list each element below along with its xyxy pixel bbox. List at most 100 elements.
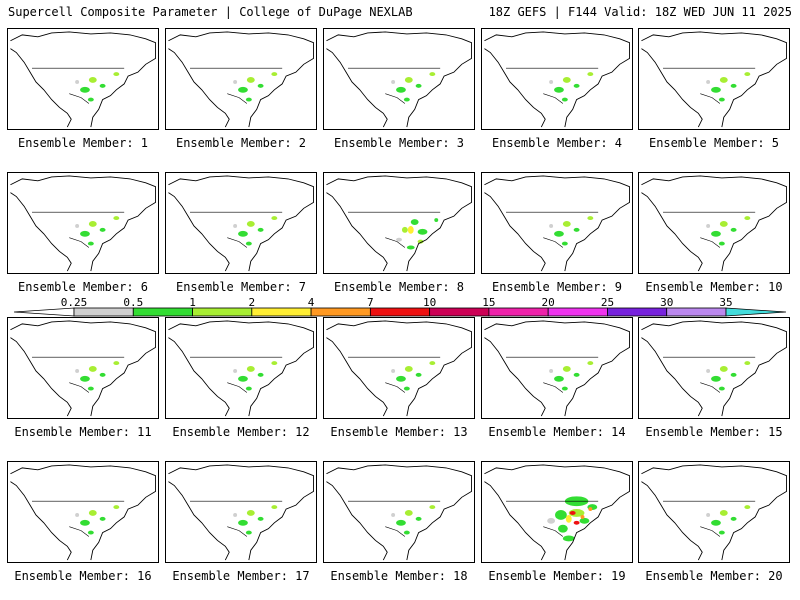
north-america-map: [168, 320, 314, 417]
scp-contour-shading: [80, 519, 90, 526]
scp-contour-shading: [415, 516, 422, 521]
scp-contour-shading: [238, 519, 248, 526]
scp-contour-shading: [404, 77, 413, 83]
scp-contour-shading: [257, 83, 264, 88]
ensemble-map-panel: [323, 461, 475, 563]
scp-contour-shading: [75, 223, 80, 228]
scp-contour-shading: [549, 368, 554, 373]
ensemble-member-label: Ensemble Member: 15: [645, 425, 783, 439]
scp-contour-shading: [569, 511, 576, 515]
colorbar-tick-label: 0.5: [123, 296, 143, 309]
scp-contour-shading: [80, 230, 90, 237]
scp-contour-shading: [238, 230, 248, 237]
scp-contour-shading: [246, 77, 255, 83]
scp-contour-shading: [562, 77, 571, 83]
scp-contour-shading: [587, 72, 594, 77]
ensemble-member-label: Ensemble Member: 13: [330, 425, 468, 439]
scp-contour-shading: [403, 530, 410, 535]
scp-contour-shading: [711, 230, 721, 237]
north-america-map: [326, 175, 472, 272]
coastline: [168, 31, 314, 128]
scp-contour-shading: [246, 510, 255, 516]
coastline: [10, 175, 156, 272]
ensemble-map-panel: [323, 28, 475, 130]
scp-contour-shading: [87, 241, 94, 246]
scp-contour-shading: [706, 223, 711, 228]
coastline: [641, 320, 787, 417]
scp-contour-shading: [573, 83, 580, 88]
colorbar-segment: [369, 307, 431, 317]
header-valid-time: 18Z GEFS | F144 Valid: 18Z WED JUN 11 20…: [488, 5, 792, 19]
scp-contour-shading: [744, 72, 751, 77]
ensemble-member-label: Ensemble Member: 6: [17, 280, 149, 294]
ensemble-map-panel: [481, 28, 633, 130]
scp-contour-shading: [245, 386, 252, 391]
colorbar-segment: [488, 307, 549, 317]
scp-contour-shading: [554, 86, 564, 93]
ensemble-map-panel: [323, 172, 475, 274]
north-america-map: [168, 175, 314, 272]
coastline: [168, 464, 314, 561]
ensemble-map-panel: [638, 28, 790, 130]
country-border: [32, 67, 125, 104]
colorbar-segment: [132, 307, 193, 317]
coastline: [484, 464, 630, 561]
ensemble-map-panel: [165, 461, 317, 563]
north-america-map: [10, 320, 156, 417]
scp-contour-shading: [396, 519, 406, 526]
scp-contour-shading: [561, 241, 568, 246]
north-america-map: [326, 464, 472, 561]
scp-contour-shading: [396, 86, 406, 93]
scp-contour-shading: [588, 507, 593, 512]
ensemble-map-panel: [7, 172, 159, 274]
scp-contour-shading: [429, 505, 436, 510]
scp-contour-shading: [87, 386, 94, 391]
scp-contour-shading: [75, 368, 80, 373]
colorbar-tick-label: 15: [482, 296, 495, 309]
north-america-map: [641, 464, 787, 561]
scp-contour-shading: [75, 512, 80, 517]
scp-contour-shading: [403, 97, 410, 102]
ensemble-member-label: Ensemble Member: 9: [491, 280, 623, 294]
scp-contour-shading: [257, 227, 264, 232]
coastline: [326, 320, 472, 417]
ensemble-map-panel: [638, 461, 790, 563]
coastline: [168, 320, 314, 417]
ensemble-member-label: Ensemble Member: 12: [172, 425, 310, 439]
scp-contour-shading: [404, 510, 413, 516]
coastline: [326, 464, 472, 561]
scp-contour-shading: [562, 221, 571, 227]
north-america-map: [168, 464, 314, 561]
country-border: [32, 500, 125, 537]
scp-contour-shading: [415, 83, 422, 88]
scp-contour-shading: [245, 241, 252, 246]
scp-contour-shading: [396, 237, 402, 242]
scp-contour-shading: [555, 510, 567, 520]
country-border: [190, 211, 283, 248]
ensemble-member-label: Ensemble Member: 11: [14, 425, 152, 439]
ensemble-map-panel: [323, 317, 475, 419]
colorbar-segment: [666, 307, 727, 317]
coastline: [484, 320, 630, 417]
scp-contour-shading: [561, 386, 568, 391]
colorbar-tick-label: 2: [249, 296, 256, 309]
country-border: [663, 211, 756, 248]
scp-contour-shading: [744, 505, 751, 510]
ensemble-map-panel: [638, 317, 790, 419]
north-america-map: [326, 320, 472, 417]
coastline: [641, 31, 787, 128]
scp-contour-shading: [246, 366, 255, 372]
scp-contour-shading: [391, 79, 396, 84]
colorbar-tick-label: 7: [367, 296, 374, 309]
coastline: [10, 320, 156, 417]
colorbar-segment: [73, 307, 134, 317]
scp-contour-shading: [706, 368, 711, 373]
north-america-map: [10, 464, 156, 561]
scp-contour-shading: [407, 225, 414, 234]
country-border: [506, 211, 599, 248]
colorbar-tick-label: 0.25: [61, 296, 88, 309]
north-america-map: [484, 464, 630, 561]
ensemble-member-label: Ensemble Member: 10: [645, 280, 783, 294]
colorbar-segment: [310, 307, 371, 317]
country-border: [32, 356, 125, 393]
